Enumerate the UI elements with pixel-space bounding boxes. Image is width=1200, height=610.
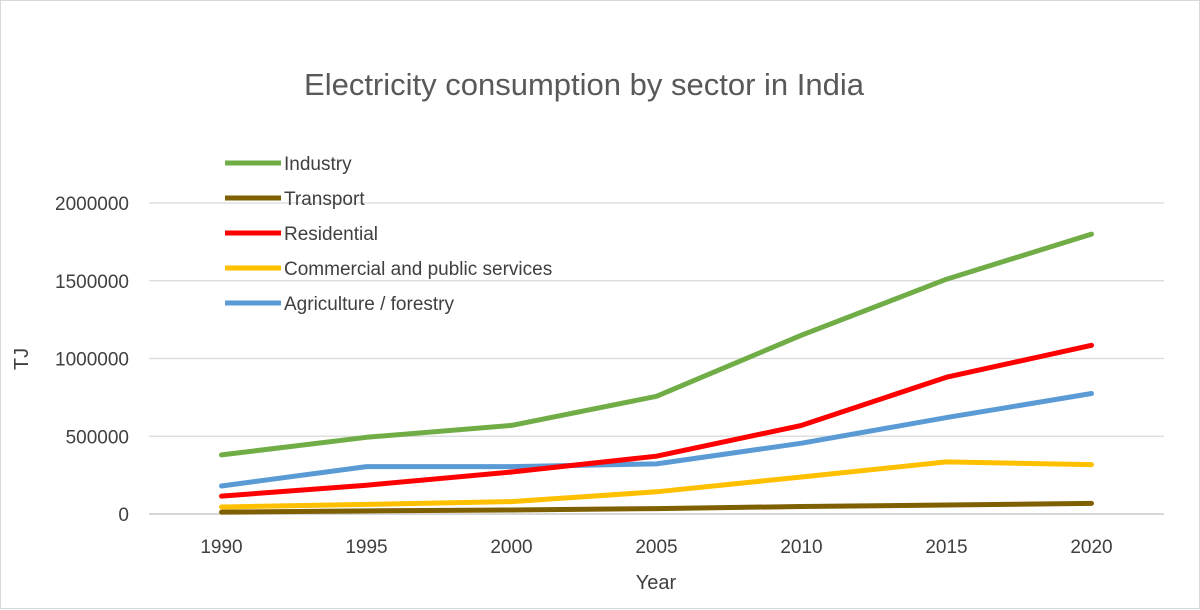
chart-title: Electricity consumption by sector in Ind… <box>304 67 865 102</box>
x-tick-label: 1995 <box>345 537 387 558</box>
x-tick-label: 2020 <box>1070 537 1112 558</box>
x-tick-label: 2005 <box>635 537 677 558</box>
y-tick-label: 2000000 <box>55 194 129 215</box>
series-line-industry <box>219 231 1094 458</box>
x-axis-title: Year <box>636 572 677 594</box>
x-tick-label: 2010 <box>780 537 822 558</box>
gridlines <box>149 202 1164 515</box>
y-axis-ticks: 0 500000 1000000 1500000 2000000 <box>55 194 129 526</box>
legend-label: Industry <box>284 154 352 175</box>
y-tick-label: 1500000 <box>55 272 129 293</box>
series-line-agriculture-forestry <box>219 391 1094 489</box>
series-line-commercial-and-public-services <box>219 459 1094 510</box>
y-axis-title: TJ <box>11 348 33 370</box>
legend-label: Residential <box>284 224 378 245</box>
series-line-transport <box>219 500 1094 515</box>
legend-label: Transport <box>284 189 365 210</box>
series-line-residential <box>219 342 1094 499</box>
x-tick-label: 2015 <box>925 537 967 558</box>
legend: Industry Transport Residential Commercial a… <box>225 154 552 315</box>
y-tick-label: 500000 <box>66 427 129 448</box>
x-axis-ticks: 1990 1995 2000 2005 2010 2015 2020 <box>200 537 1112 558</box>
legend-label: Commercial and public services <box>284 259 552 280</box>
legend-label: Agriculture / forestry <box>284 294 454 315</box>
x-tick-label: 2000 <box>490 537 532 558</box>
series-lines <box>219 231 1094 515</box>
x-tick-label: 1990 <box>200 537 242 558</box>
y-tick-label: 1000000 <box>55 350 129 371</box>
y-tick-label: 0 <box>118 505 129 526</box>
